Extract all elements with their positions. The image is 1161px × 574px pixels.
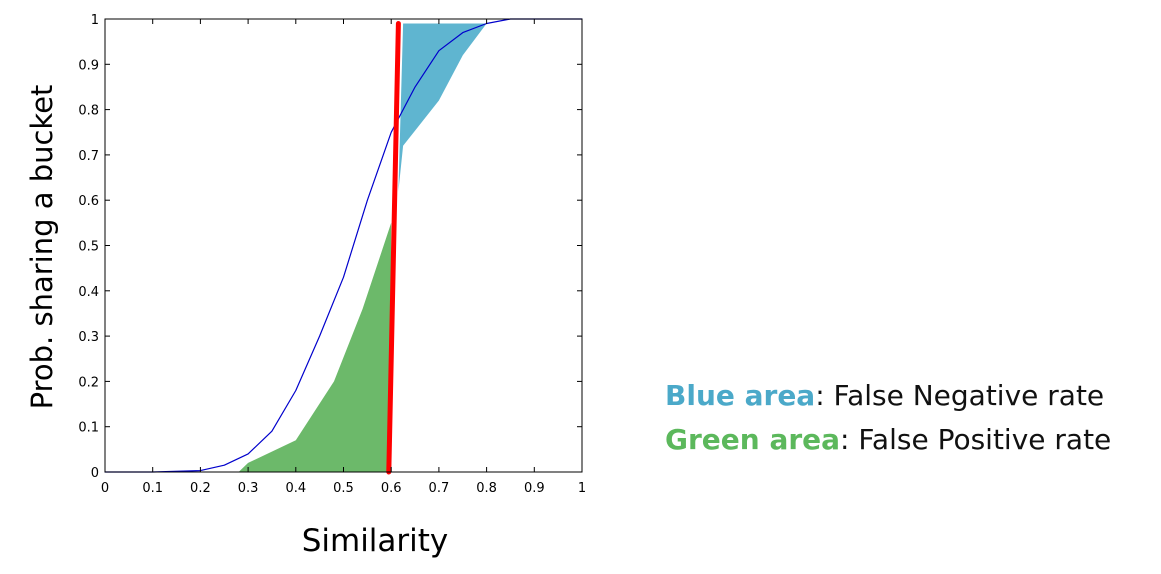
x-tick-label: 0.4 [285,481,306,496]
x-tick-label: 1 [578,481,586,496]
legend-green-entry: Green area: False Positive rate [665,418,1111,462]
legend-blue-text: : False Negative rate [815,379,1105,412]
y-tick-label: 0.2 [78,375,99,390]
x-tick-label: 0.3 [238,481,259,496]
x-tick-label: 0.1 [142,481,163,496]
x-tick-label: 0.8 [476,481,497,496]
legend-blue-key: Blue area [665,379,816,412]
y-tick-label: 0.3 [78,330,99,345]
y-tick-label: 0 [91,466,99,481]
y-tick-label: 0.1 [78,421,99,436]
x-tick-label: 0 [101,481,109,496]
legend-green-text: : False Positive rate [840,423,1112,456]
s-curve-line [104,18,583,473]
legend: Blue area: False Negative rate Green are… [665,374,1111,462]
x-axis-title: Similarity [302,523,449,559]
x-tick-label: 0.2 [190,481,211,496]
legend-blue-entry: Blue area: False Negative rate [665,374,1111,418]
false-positive-area [238,222,392,472]
x-tick-label: 0.9 [524,481,545,496]
ticks-layer: 0 0.1 0.2 0.3 0.4 0.5 0.6 0.7 0.8 0.9 1 0 0.1 0.2 0.3 0… [78,13,586,496]
y-tick-label: 0.7 [78,149,99,164]
y-tick-label: 1 [91,13,99,28]
areas-layer [238,23,487,472]
y-tick-label: 0.9 [78,58,99,73]
lines-layer [104,18,583,475]
y-axis-title: Prob. sharing a bucket [25,85,59,410]
x-tick-label: 0.7 [429,481,450,496]
false-negative-area [398,23,487,192]
y-tick-label: 0.8 [78,104,99,119]
y-tick-label: 0.4 [78,285,99,300]
y-tick-label: 0.6 [78,194,99,209]
x-tick-label: 0.5 [333,481,354,496]
y-tick-label: 0.5 [78,240,99,255]
x-tick-label: 0.6 [381,481,402,496]
threshold-line [386,21,401,475]
legend-green-key: Green area [665,423,841,456]
